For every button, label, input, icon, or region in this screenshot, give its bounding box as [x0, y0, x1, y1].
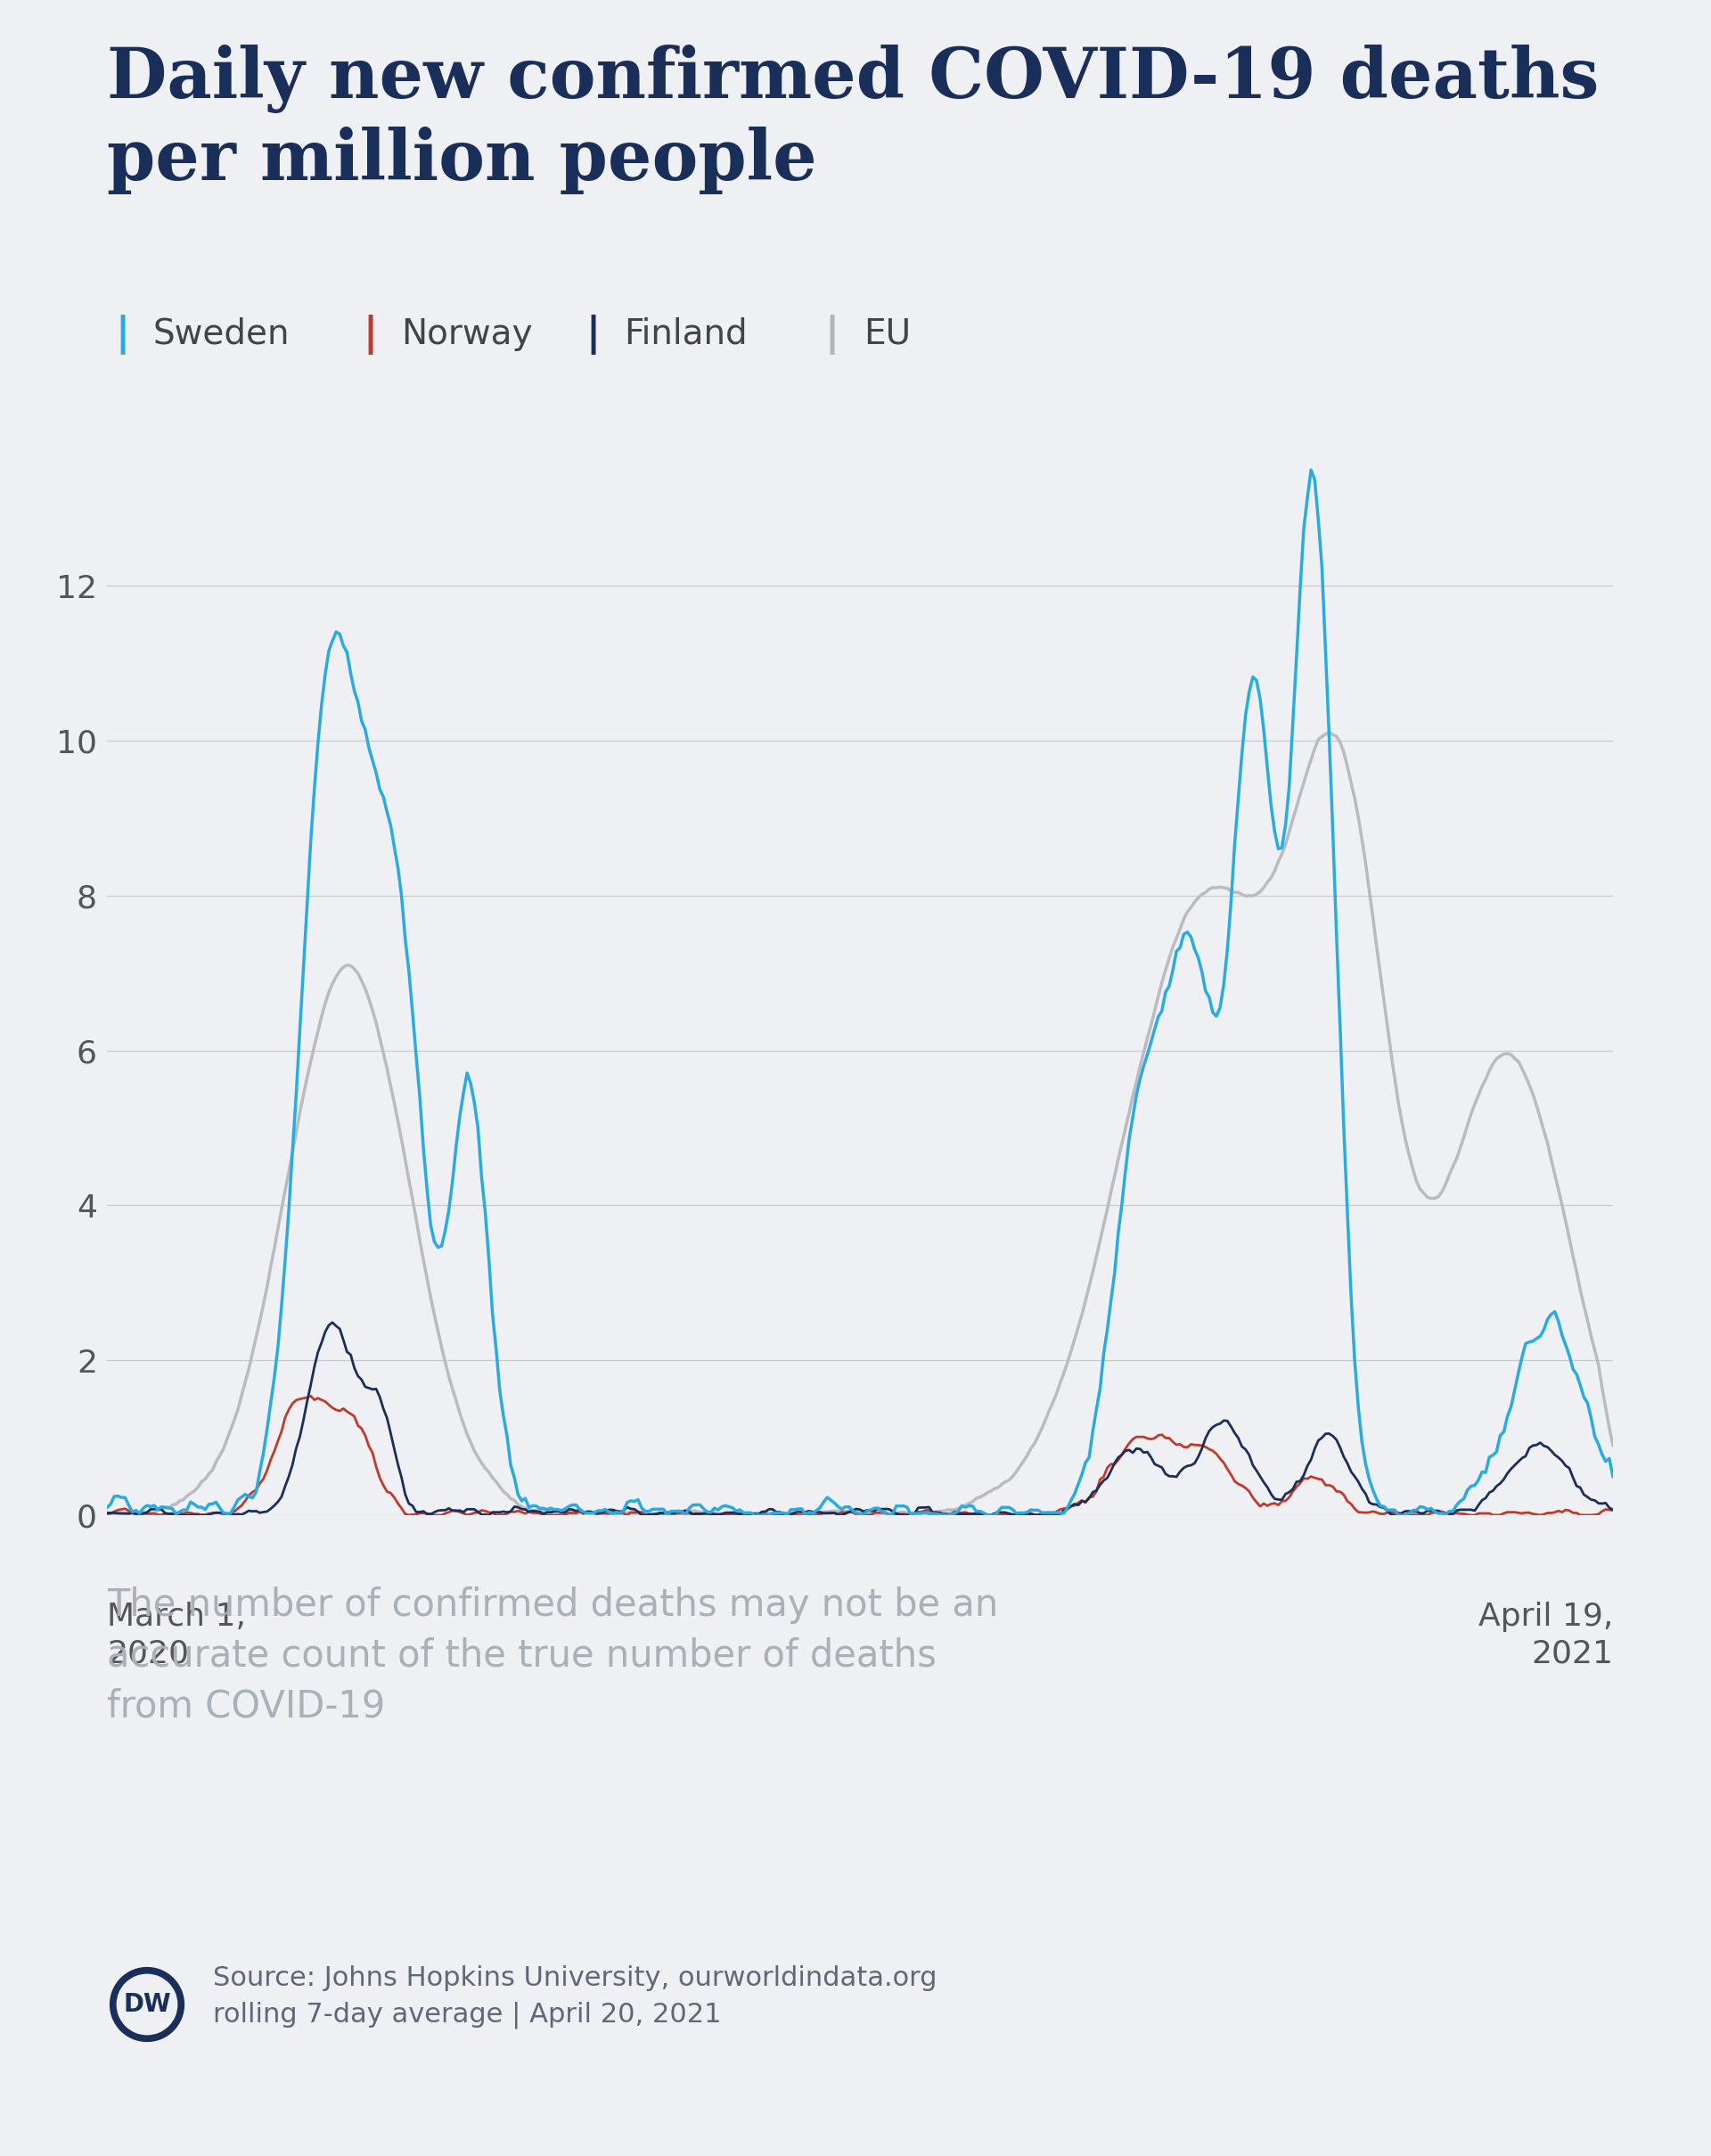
Text: Finland: Finland [625, 317, 748, 351]
Text: DW: DW [123, 1992, 171, 2018]
Text: Source: Johns Hopkins University, ourworldindata.org
rolling 7-day average | Apr: Source: Johns Hopkins University, ourwor… [212, 1964, 938, 2029]
Text: Sweden: Sweden [154, 317, 289, 351]
Text: March 1,
2020: March 1, 2020 [106, 1602, 246, 1669]
Text: |: | [116, 315, 144, 354]
Text: |: | [585, 315, 614, 354]
Text: |: | [363, 315, 392, 354]
Text: Norway: Norway [400, 317, 532, 351]
Text: Daily new confirmed COVID-19 deaths
per million people: Daily new confirmed COVID-19 deaths per … [106, 45, 1600, 194]
Text: EU: EU [864, 317, 910, 351]
Text: April 19,
2021: April 19, 2021 [1478, 1602, 1613, 1669]
Text: |: | [826, 315, 854, 354]
Text: The number of confirmed deaths may not be an
accurate count of the true number o: The number of confirmed deaths may not b… [106, 1587, 998, 1725]
